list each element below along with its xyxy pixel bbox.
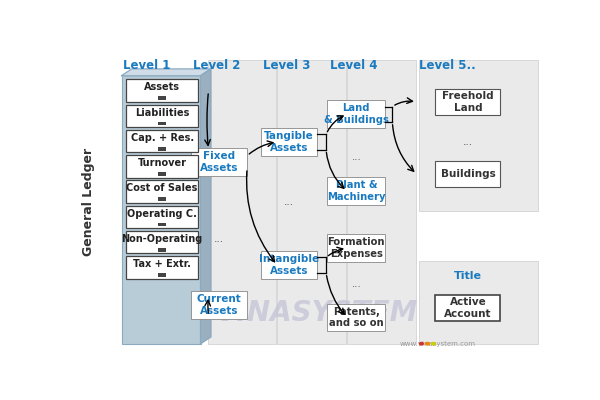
Text: Level 5..: Level 5..: [419, 59, 475, 72]
Text: Level 1: Level 1: [124, 59, 171, 72]
Text: Liabilities: Liabilities: [135, 108, 190, 118]
FancyBboxPatch shape: [126, 206, 198, 228]
FancyBboxPatch shape: [327, 304, 385, 331]
FancyBboxPatch shape: [191, 291, 247, 319]
FancyBboxPatch shape: [126, 155, 198, 178]
Text: Intangible
Assets: Intangible Assets: [259, 254, 319, 276]
Text: Tax + Extr.: Tax + Extr.: [133, 259, 191, 269]
FancyBboxPatch shape: [436, 161, 500, 187]
FancyBboxPatch shape: [126, 231, 198, 254]
Text: ...: ...: [284, 197, 294, 207]
Text: Operating C.: Operating C.: [127, 208, 197, 218]
FancyBboxPatch shape: [327, 100, 385, 128]
Bar: [158, 172, 166, 176]
FancyBboxPatch shape: [261, 128, 317, 156]
Bar: [158, 248, 166, 252]
Circle shape: [425, 342, 430, 345]
FancyBboxPatch shape: [191, 148, 247, 176]
FancyBboxPatch shape: [126, 180, 198, 203]
FancyBboxPatch shape: [261, 251, 317, 279]
FancyBboxPatch shape: [327, 234, 385, 262]
FancyBboxPatch shape: [419, 60, 538, 211]
Polygon shape: [200, 69, 211, 344]
Text: Patents,
and so on: Patents, and so on: [329, 307, 383, 328]
FancyBboxPatch shape: [277, 60, 346, 344]
Bar: [158, 96, 166, 100]
Text: Cost of Sales: Cost of Sales: [127, 183, 198, 193]
Text: ...: ...: [214, 234, 224, 244]
Text: Title: Title: [454, 271, 482, 281]
Circle shape: [431, 342, 436, 345]
FancyBboxPatch shape: [126, 80, 198, 102]
FancyBboxPatch shape: [347, 60, 416, 344]
FancyBboxPatch shape: [126, 256, 198, 279]
Text: ...: ...: [463, 137, 473, 147]
FancyBboxPatch shape: [419, 260, 538, 344]
FancyBboxPatch shape: [436, 89, 500, 115]
Polygon shape: [121, 69, 211, 76]
Text: Non-Operating: Non-Operating: [122, 234, 203, 244]
Text: ...: ...: [352, 279, 361, 289]
Text: Fixed
Assets: Fixed Assets: [200, 151, 238, 173]
Text: Tangible
Assets: Tangible Assets: [264, 131, 314, 153]
Text: Buildings: Buildings: [440, 169, 496, 179]
Bar: [158, 223, 166, 226]
Text: Active
Account: Active Account: [444, 298, 491, 319]
Bar: [158, 197, 166, 201]
Text: Level 4: Level 4: [330, 59, 378, 72]
Text: Land
& Buildings: Land & Buildings: [324, 104, 389, 125]
FancyBboxPatch shape: [126, 130, 198, 152]
Text: VINASYSTEM: VINASYSTEM: [215, 299, 418, 327]
Text: Formation
Expenses: Formation Expenses: [328, 238, 385, 259]
Text: www.vinasystem.com: www.vinasystem.com: [400, 341, 476, 347]
Text: Current
Assets: Current Assets: [197, 294, 242, 316]
FancyBboxPatch shape: [327, 177, 385, 205]
Text: Plant &
Machinery: Plant & Machinery: [327, 180, 386, 202]
Text: Level 2: Level 2: [193, 59, 241, 72]
Text: Cap. + Res.: Cap. + Res.: [131, 133, 194, 143]
Text: Level 3: Level 3: [263, 59, 310, 72]
FancyBboxPatch shape: [436, 295, 500, 321]
Text: Assets: Assets: [144, 82, 180, 92]
Text: General Ledger: General Ledger: [82, 148, 95, 256]
Bar: [158, 273, 166, 277]
Bar: [158, 122, 166, 125]
Circle shape: [419, 342, 423, 345]
Text: Turnover: Turnover: [137, 158, 187, 168]
FancyBboxPatch shape: [121, 76, 200, 344]
FancyBboxPatch shape: [126, 105, 198, 127]
FancyBboxPatch shape: [208, 60, 277, 344]
Text: ...: ...: [352, 152, 361, 162]
Bar: [158, 147, 166, 150]
Text: Freehold
Land: Freehold Land: [442, 91, 494, 113]
